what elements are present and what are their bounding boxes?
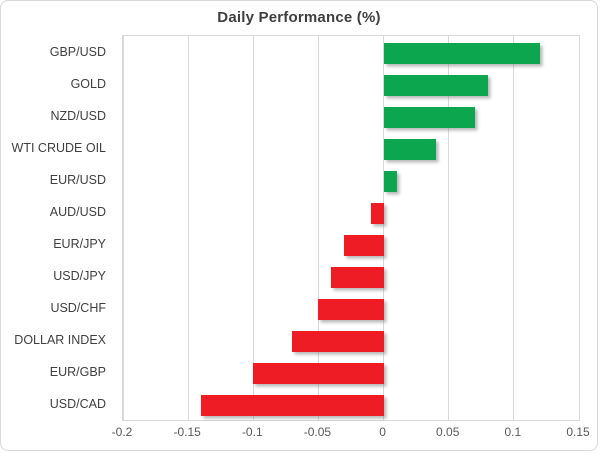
category-label: WTI CRUDE OIL — [11, 141, 106, 155]
category-axis: GBP/USD GOLD NZD/USD WTI CRUDE OIL EUR/USD AU… — [1, 36, 113, 420]
gridline — [383, 36, 385, 420]
plot-area — [122, 35, 580, 421]
category-label: DOLLAR INDEX — [14, 333, 106, 347]
category-label: USD/CHF — [50, 301, 106, 315]
gridline — [317, 36, 319, 420]
bar-usd-chf — [318, 299, 384, 320]
gridline — [448, 36, 450, 420]
bar-eur-usd — [383, 171, 397, 192]
gridline — [578, 36, 580, 420]
category-label: EUR/USD — [49, 173, 106, 187]
x-tick-label: 0.15 — [566, 425, 590, 439]
category-label: GOLD — [70, 77, 106, 91]
x-tick-label: 0.05 — [436, 425, 460, 439]
gridline — [252, 36, 254, 420]
bar-usd-cad — [201, 395, 384, 416]
bar-nzd-usd — [383, 107, 475, 128]
bar-gbp-usd — [383, 43, 540, 64]
x-tick-label: 0.1 — [504, 425, 522, 439]
x-tick-label: -0.1 — [241, 425, 263, 439]
category-label: GBP/USD — [49, 45, 106, 59]
bar-usd-jpy — [331, 267, 384, 288]
x-tick-label: -0.2 — [111, 425, 133, 439]
category-label: USD/JPY — [53, 269, 106, 283]
bar-gold — [383, 75, 488, 96]
bar-eur-gbp — [253, 363, 384, 384]
gridline — [513, 36, 515, 420]
bar-wti-crude-oil — [383, 139, 436, 160]
category-label: USD/CAD — [49, 397, 106, 411]
bar-eur-jpy — [344, 235, 384, 256]
gridline — [187, 36, 189, 420]
category-label: EUR/JPY — [53, 237, 106, 251]
chart-title: Daily Performance (%) — [217, 9, 381, 26]
category-label: AUD/USD — [49, 205, 106, 219]
category-label: EUR/GBP — [49, 365, 106, 379]
gridline — [122, 36, 124, 420]
x-tick-label: 0 — [379, 425, 386, 439]
x-tick-label: -0.15 — [173, 425, 201, 439]
category-label: NZD/USD — [50, 109, 106, 123]
bar-dollar-index — [292, 331, 384, 352]
value-axis: -0.2 -0.15 -0.1 -0.05 0 0.05 0.1 0.15 — [112, 425, 590, 443]
x-tick-label: -0.05 — [303, 425, 332, 439]
bar-aud-usd — [370, 203, 384, 224]
